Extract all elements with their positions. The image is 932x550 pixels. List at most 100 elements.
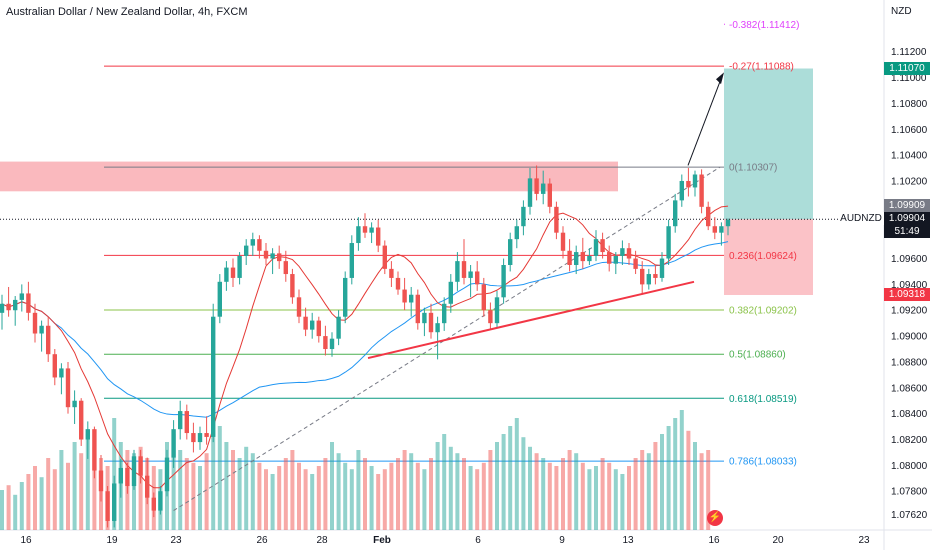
candle-body	[514, 226, 519, 240]
candle-body	[197, 433, 203, 443]
volume-bar	[264, 469, 268, 530]
candle-body	[310, 320, 315, 330]
current-price-badge: 1.09904 51:49	[884, 212, 930, 239]
volume-bar	[415, 462, 420, 530]
candle-body	[237, 255, 242, 278]
candle-body	[19, 293, 24, 300]
symbol-badge: AUDNZD	[838, 212, 884, 226]
volume-bar	[13, 494, 18, 530]
candle-body	[508, 239, 513, 265]
candle-body	[105, 491, 110, 521]
volume-bar	[646, 453, 651, 530]
candle-body	[527, 178, 533, 207]
fib-level-label: 0(1.10307)	[729, 163, 777, 174]
price-tick-label: 1.09000	[891, 332, 928, 343]
volume-bar	[33, 466, 37, 530]
time-tick-label: 6	[475, 535, 481, 546]
volume-bar	[475, 469, 480, 530]
candle-body	[211, 316, 216, 437]
candle-body	[277, 253, 282, 262]
candle-body	[343, 277, 348, 317]
target-arrow	[687, 76, 723, 166]
candle-body	[422, 312, 427, 324]
volume-bar	[706, 450, 711, 530]
volume-bar	[600, 458, 605, 530]
volume-bar	[455, 453, 460, 530]
volume-bar	[217, 426, 222, 530]
target-price-badge: 1.11070	[884, 62, 930, 75]
volume-bar	[508, 426, 513, 530]
candle-body	[362, 226, 368, 233]
candle-body	[395, 277, 401, 290]
candle-body	[389, 268, 394, 278]
price-tick-label: 1.09400	[891, 280, 928, 291]
candle-body	[59, 368, 64, 378]
candle-body	[587, 255, 592, 262]
volume-bar	[448, 446, 453, 530]
candle-body	[686, 180, 691, 188]
volume-bar	[363, 458, 367, 530]
volume-bar	[138, 446, 143, 530]
volume-bar	[237, 458, 242, 530]
candle-body	[98, 470, 104, 492]
candle-body	[72, 400, 77, 408]
volume-bar	[52, 469, 57, 530]
volume-bar	[686, 430, 691, 530]
volume-bar	[653, 442, 658, 530]
candle-body	[39, 325, 44, 334]
candle-body	[112, 483, 117, 521]
volume-bar	[567, 450, 572, 530]
volume-bar	[132, 453, 136, 530]
profit-zone	[724, 68, 813, 220]
candle-body	[475, 271, 480, 285]
candle-body	[145, 475, 150, 498]
volume-bar	[46, 458, 51, 530]
volume-bar	[495, 442, 499, 530]
candle-body	[442, 303, 447, 324]
volume-bar	[402, 450, 407, 530]
volume-bar	[468, 466, 473, 530]
volume-bar	[580, 462, 585, 530]
candle-body	[369, 227, 374, 233]
candle-body	[244, 245, 249, 256]
candle-body	[13, 299, 18, 311]
candle-body	[217, 281, 222, 317]
candle-body	[257, 239, 262, 251]
candle-body	[607, 252, 612, 264]
volume-bar	[442, 434, 447, 530]
candle-body	[494, 297, 500, 324]
current-price: 1.09904	[888, 213, 926, 225]
price-tick-label: 1.11200	[891, 47, 927, 58]
candle-body	[131, 456, 137, 487]
price-tick-label: 1.09600	[891, 254, 928, 265]
flash-icon[interactable]: ⚡	[707, 510, 723, 526]
time-tick-label: 26	[256, 535, 268, 546]
candle-body	[593, 239, 599, 256]
volume-bar	[481, 462, 486, 530]
volume-bar	[521, 437, 526, 530]
volume-bar	[349, 469, 354, 530]
volume-bar	[693, 442, 697, 530]
support-trendline	[367, 280, 695, 360]
candle-body	[461, 261, 467, 278]
candle-body	[171, 429, 176, 458]
volume-bar	[369, 466, 374, 530]
previous-close-badge: 1.09909	[884, 199, 930, 213]
candle-body	[52, 354, 57, 378]
candle-body	[125, 467, 130, 487]
candle-body	[224, 267, 229, 282]
volume-bar	[528, 446, 532, 530]
price-tick-label: 1.08200	[891, 435, 928, 446]
candle-body	[382, 245, 387, 269]
candle-body	[567, 250, 572, 265]
volume-bar	[211, 410, 216, 530]
candle-body	[613, 255, 618, 264]
volume-bar	[184, 458, 189, 530]
candle-body	[138, 456, 143, 476]
volume-bar	[178, 450, 183, 530]
volume-bar	[79, 453, 84, 530]
volume-bar	[343, 462, 348, 530]
price-tick-label: 1.08800	[891, 357, 928, 368]
